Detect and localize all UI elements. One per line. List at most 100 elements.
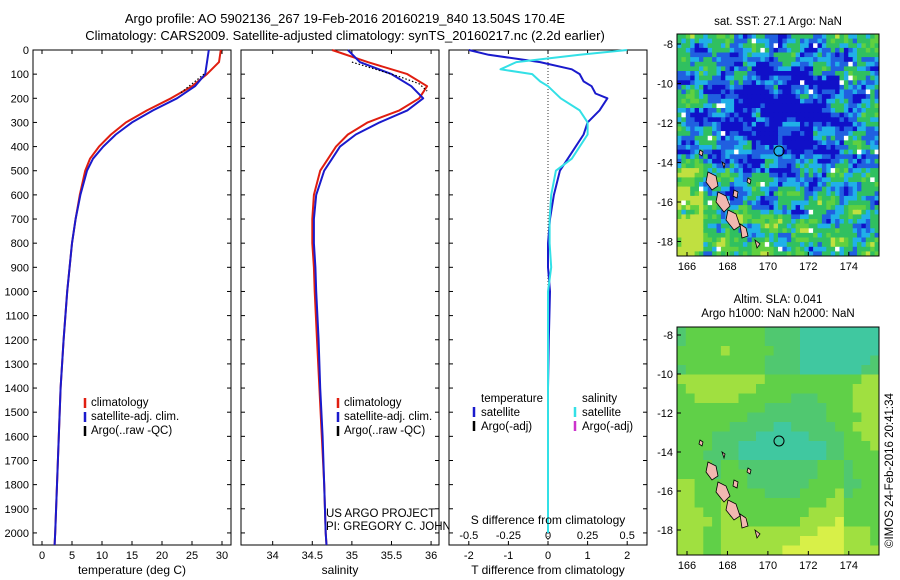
map-cell — [703, 135, 709, 141]
map-cell — [729, 172, 735, 178]
map-lat-label: -16 — [657, 197, 673, 209]
map-cell — [773, 246, 779, 252]
map-cell — [720, 66, 726, 72]
map-cell — [800, 209, 805, 215]
map-cell — [720, 84, 726, 91]
map-cell — [742, 209, 748, 215]
map-cell — [716, 66, 722, 72]
map-cell — [782, 355, 792, 366]
map-cell — [821, 219, 827, 225]
map-cell — [720, 242, 726, 248]
map-cell — [870, 393, 879, 404]
map-cell — [874, 214, 879, 220]
map-cell — [848, 61, 854, 67]
sla-map-field — [677, 327, 879, 555]
map-cell — [734, 195, 740, 202]
map-cell — [865, 57, 871, 63]
map-cell — [830, 131, 836, 137]
map-cell — [870, 422, 879, 433]
map-cell — [813, 228, 819, 234]
map-cell — [808, 182, 814, 188]
map-cell — [817, 479, 827, 490]
map-cell — [677, 71, 682, 77]
map-cell — [756, 103, 761, 109]
map-cell — [843, 112, 849, 118]
map-cell — [848, 242, 854, 248]
map-cell — [843, 182, 849, 188]
map-cell — [707, 38, 713, 44]
map-cell — [813, 237, 819, 243]
map-cell — [843, 131, 849, 137]
map-cell — [694, 168, 700, 174]
map-cell — [707, 126, 713, 132]
map-cell — [861, 168, 867, 174]
map-cell — [725, 149, 731, 155]
map-cell — [791, 536, 801, 547]
map-cell — [747, 205, 753, 211]
map-cell — [839, 219, 845, 225]
y-tick-label: 500 — [11, 166, 29, 178]
map-cell — [773, 251, 779, 256]
map-cell — [734, 172, 740, 178]
map-cell — [826, 158, 832, 165]
map-cell — [843, 135, 849, 141]
map-cell — [677, 84, 682, 91]
map-cell — [681, 52, 687, 58]
map-cell — [778, 242, 783, 248]
map-cell — [764, 71, 770, 77]
map-cell — [681, 172, 687, 178]
map-cell — [677, 108, 682, 114]
map-cell — [677, 66, 682, 72]
map-cell — [778, 228, 783, 234]
map-cell — [848, 200, 854, 206]
map-cell — [769, 108, 775, 114]
map-cell — [725, 242, 731, 248]
map-cell — [764, 126, 770, 132]
map-cell — [843, 246, 849, 252]
map-cell — [817, 121, 823, 128]
map-cell — [835, 460, 845, 471]
map-cell — [821, 103, 827, 109]
map-cell — [813, 251, 819, 256]
map-cell — [707, 71, 713, 77]
map-cell — [791, 43, 797, 49]
map-cell — [756, 191, 761, 197]
map-cell — [729, 200, 735, 206]
map-cell — [756, 75, 761, 81]
temperature-axes-box — [32, 49, 232, 546]
map-cell — [813, 205, 819, 211]
map-cell — [795, 140, 801, 146]
map-cell — [720, 214, 726, 220]
map-cell — [694, 177, 700, 183]
map-cell — [826, 89, 832, 95]
map-cell — [817, 355, 827, 366]
map-cell — [861, 228, 867, 234]
sst-map-frame — [676, 33, 880, 257]
map-cell — [861, 71, 867, 77]
map-cell — [690, 205, 696, 211]
map-cell — [870, 84, 876, 91]
map-cell — [716, 251, 722, 256]
map-cell — [685, 149, 691, 155]
map-cell — [804, 66, 810, 72]
map-cell — [760, 172, 766, 178]
map-cell — [795, 168, 801, 174]
map-cell — [712, 57, 718, 63]
map-cell — [839, 149, 845, 155]
map-cell — [720, 80, 726, 86]
map-cell — [874, 191, 879, 197]
map-cell — [817, 191, 823, 197]
map-cell — [839, 172, 845, 178]
map-cell — [821, 209, 827, 215]
map-cell — [795, 103, 801, 109]
map-cell — [773, 223, 779, 229]
map-lat-label: -12 — [657, 408, 673, 420]
difference-xlabel-top: S difference from climatology — [471, 513, 626, 527]
map-cell — [843, 80, 849, 86]
map-cell — [703, 237, 709, 243]
map-cell — [870, 186, 876, 192]
map-cell — [764, 80, 770, 86]
map-cell — [690, 71, 696, 77]
map-cell — [817, 103, 823, 109]
map-cell — [808, 186, 814, 192]
